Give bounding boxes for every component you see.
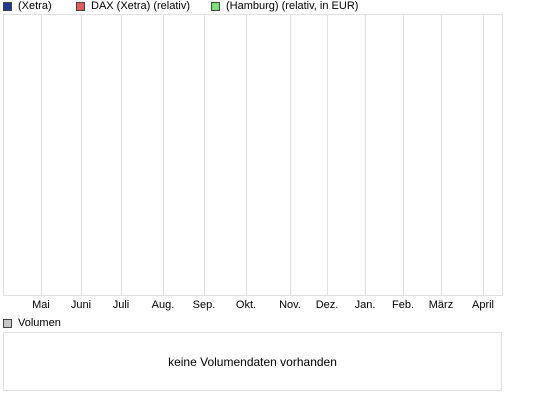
legend-swatch-xetra	[3, 2, 12, 11]
x-tick-label: Nov.	[279, 299, 301, 311]
x-tick-label: Feb.	[392, 299, 414, 311]
x-tick-label: Juli	[113, 299, 130, 311]
legend-swatch-dax	[76, 2, 85, 11]
x-axis-labels: Mai Juni Juli Aug. Sep. Okt. Nov. Dez. Jan. Feb. M…	[32, 299, 494, 311]
x-tick-label: Juni	[71, 299, 91, 311]
legend-label-xetra: (Xetra)	[18, 0, 52, 12]
legend-label-hamburg: (Hamburg) (relativ, in EUR)	[226, 0, 359, 12]
x-tick-label: April	[472, 299, 494, 311]
x-tick-label: Jan.	[355, 299, 376, 311]
legend-swatch-volume	[3, 319, 12, 328]
x-tick-label: Mai	[32, 299, 50, 311]
x-tick-label: März	[429, 299, 453, 311]
legend-label-dax: DAX (Xetra) (relativ)	[91, 0, 191, 12]
legend-label-volume: Volumen	[18, 317, 61, 329]
x-tick-label: Dez.	[316, 299, 339, 311]
volume-empty-message: keine Volumendaten vorhanden	[168, 354, 337, 369]
x-tick-label: Aug.	[152, 299, 175, 311]
x-tick-label: Sep.	[193, 299, 216, 311]
x-tick-label: Okt.	[236, 299, 256, 311]
price-chart: Mai Juni Juli Aug. Sep. Okt. Nov. Dez. Jan. Feb. M…	[3, 14, 503, 311]
plot-area	[3, 14, 503, 296]
gridlines	[41, 15, 484, 295]
volume-panel: keine Volumendaten vorhanden	[3, 332, 502, 391]
legend-swatch-hamburg	[211, 2, 220, 11]
